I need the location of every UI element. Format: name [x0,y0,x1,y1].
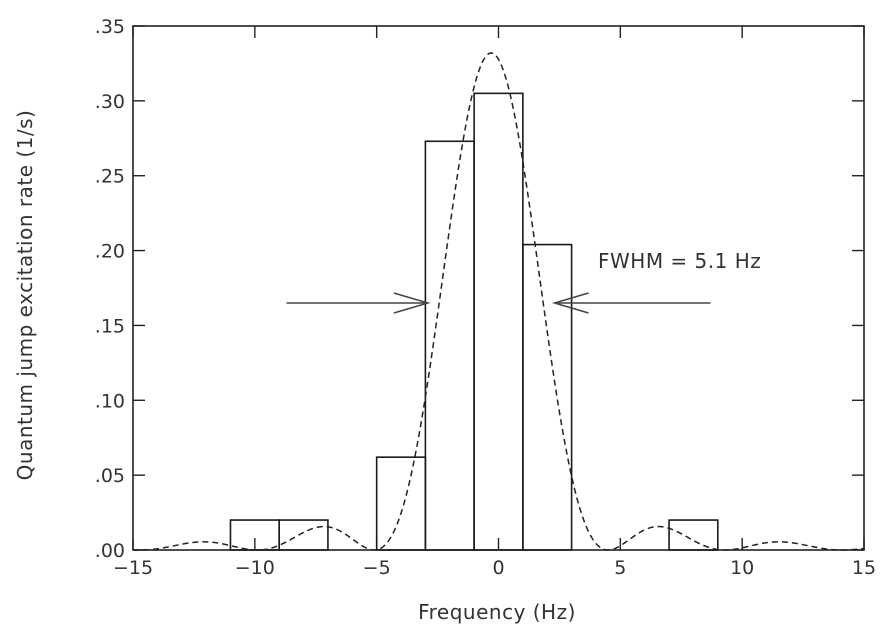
y-tick-label: .05 [95,465,125,487]
x-tick-label: −15 [113,557,153,579]
plot-border [132,25,865,551]
x-tick-label: 15 [852,557,876,579]
annotation-layer [286,292,711,314]
x-tick-label: 10 [730,557,754,579]
x-axis-title: Frequency (Hz) [418,600,576,624]
y-tick-labels: .00 .05 .10 .15 .20 .25 .30 .35 [95,16,125,562]
fit-curve [132,52,865,551]
right-arrow-head [551,292,589,314]
y-tick-label: .20 [95,241,125,263]
y-tick-label: .25 [95,166,125,188]
x-tick-label: −5 [363,557,391,579]
fwhm-label: FWHM = 5.1 Hz [598,249,761,273]
histogram-bar [278,519,329,551]
x-tick-label: −10 [235,557,275,579]
tick-marks [132,25,865,551]
histogram-bars [229,92,719,551]
plot-frame [132,25,865,551]
y-tick-label: .15 [95,315,125,337]
histogram-bar [473,92,524,551]
left-arrow-head [393,292,431,314]
x-tick-labels: −15 −10 −5 0 5 10 15 [113,557,876,579]
histogram-bar [522,243,573,551]
histogram-bar [668,519,719,551]
y-tick-label: .30 [95,91,125,113]
x-tick-label: 0 [492,557,504,579]
y-tick-label: .10 [95,390,125,412]
histogram-bar [375,456,427,551]
fit-curve-layer [132,52,865,551]
y-axis-title: Quantum jump excitation rate (1/s) [13,110,37,481]
y-tick-label: .00 [95,540,125,562]
y-tick-label: .35 [95,16,125,38]
x-tick-label: 5 [614,557,626,579]
